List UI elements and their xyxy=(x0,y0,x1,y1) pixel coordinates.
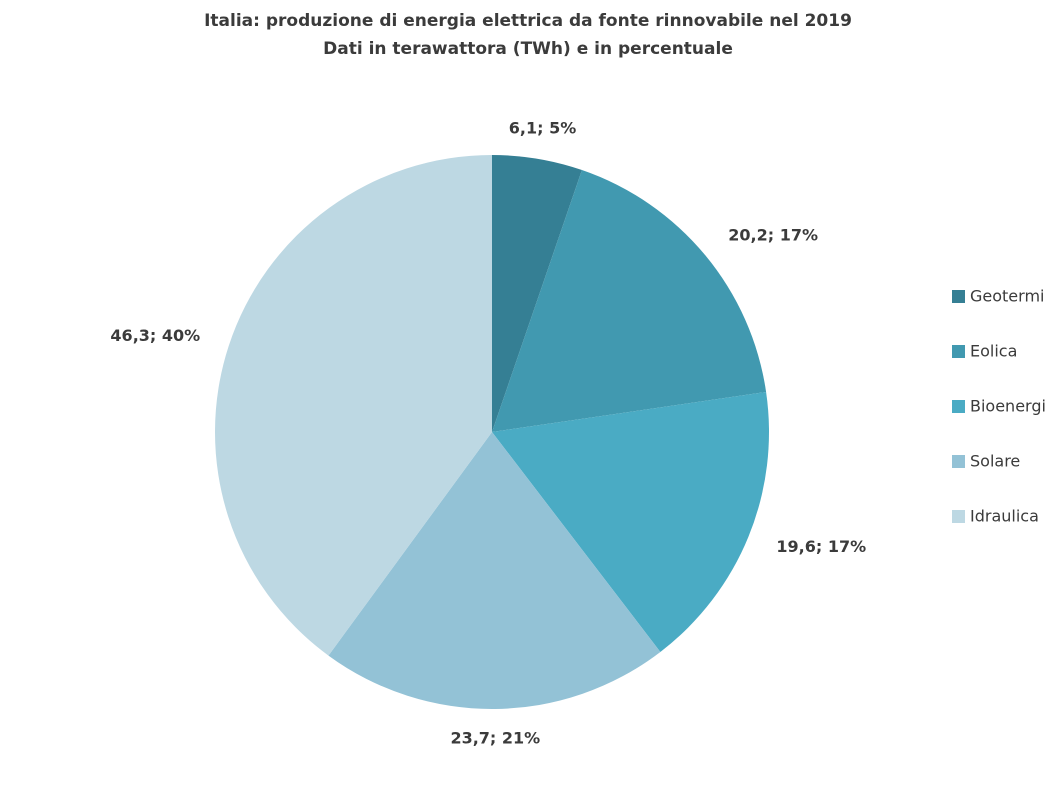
data-label: 19,6; 17% xyxy=(776,537,866,556)
legend-label: Bioenergi xyxy=(970,397,1046,416)
data-label: 23,7; 21% xyxy=(450,728,540,747)
chart-title: Italia: produzione di energia elettrica … xyxy=(204,11,852,31)
legend-swatch xyxy=(952,290,965,303)
chart-subtitle: Dati in terawattora (TWh) e in percentua… xyxy=(323,39,733,59)
pie-slice xyxy=(492,391,770,652)
legend-label: Solare xyxy=(970,452,1020,471)
legend-swatch xyxy=(952,345,965,358)
data-label: 6,1; 5% xyxy=(509,119,576,138)
pie-slice xyxy=(328,432,661,709)
legend-label: Idraulica xyxy=(970,507,1039,526)
pie-slice xyxy=(492,170,767,433)
legend-label: Geotermi xyxy=(970,287,1044,306)
legend-label: Eolica xyxy=(970,342,1017,361)
pie-slice xyxy=(214,155,492,656)
data-label: 20,2; 17% xyxy=(728,225,818,244)
legend-swatch xyxy=(952,510,965,523)
legend-swatch xyxy=(952,400,965,413)
data-label: 46,3; 40% xyxy=(110,326,200,345)
legend-swatch xyxy=(952,455,965,468)
pie-slice xyxy=(492,155,582,432)
